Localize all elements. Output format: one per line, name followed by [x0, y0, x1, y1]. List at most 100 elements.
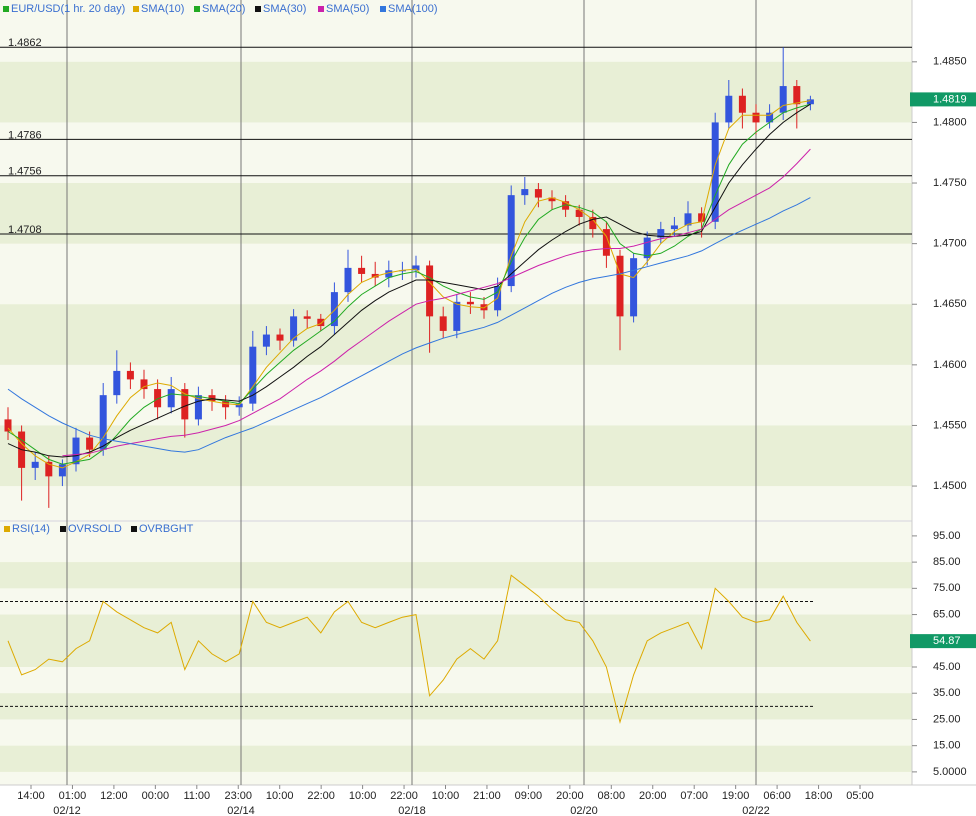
series-line: [62, 148, 811, 457]
x-tick-label: 06:00: [763, 790, 791, 802]
last-value-box: [910, 92, 976, 107]
candle-body: [630, 258, 638, 317]
candle-body: [45, 461, 53, 477]
x-tick-label: 19:00: [722, 790, 750, 802]
candle-body: [657, 229, 665, 238]
candle-body: [4, 419, 12, 432]
x-tick-label: 05:00: [846, 790, 874, 802]
candle-body: [779, 86, 787, 113]
x-tick-label: 20:00: [556, 790, 584, 802]
legend-swatch: [318, 6, 324, 12]
legend-label: RSI(14): [12, 523, 50, 535]
candle-body: [684, 213, 692, 226]
candle-body: [58, 464, 66, 477]
legend-label: SMA(20): [202, 3, 245, 15]
candle-body: [521, 189, 529, 196]
candle-body: [72, 437, 80, 465]
candle-body: [167, 389, 175, 408]
y-tick-label: 1.4800: [933, 116, 967, 128]
candle-body: [412, 265, 420, 271]
legend-swatch: [133, 6, 139, 12]
grid-band: [0, 562, 912, 589]
legend-swatch: [3, 6, 9, 12]
candle-body: [385, 270, 393, 278]
x-tick-label: 10:00: [349, 790, 377, 802]
candle-body: [507, 195, 515, 287]
candle-body: [562, 201, 570, 210]
candle-body: [670, 225, 678, 230]
grid-band: [0, 614, 912, 668]
level-label: 1.4862: [8, 37, 42, 49]
y-tick-label: 1.4700: [933, 238, 967, 250]
last-value-label: 1.4819: [933, 93, 967, 105]
candle-body: [534, 189, 542, 198]
grid-band: [0, 425, 912, 487]
y-tick-label: 1.4750: [933, 177, 967, 189]
last-value-box: [910, 634, 976, 649]
y-tick-label: 45.00: [933, 661, 961, 673]
legend-label: SMA(100): [388, 3, 438, 15]
legend-label: OVRBGHT: [139, 523, 194, 535]
last-value-label: 54.87: [933, 635, 961, 647]
grid-band: [0, 183, 912, 244]
x-tick-label: 21:00: [473, 790, 501, 802]
date-label: 02/18: [398, 805, 426, 816]
y-tick-label: 1.4600: [933, 359, 967, 371]
y-tick-label: 75.00: [933, 582, 961, 594]
date-label: 02/22: [742, 805, 770, 816]
y-tick-label: 85.00: [933, 556, 961, 568]
x-tick-label: 11:00: [183, 790, 210, 802]
candle-body: [276, 334, 284, 341]
series-line: [7, 574, 811, 725]
y-tick-label: 1.4500: [933, 480, 967, 492]
legend-swatch: [255, 6, 261, 12]
legend-label: OVRSOLD: [68, 523, 122, 535]
legend-label: SMA(50): [326, 3, 369, 15]
candle-body: [303, 316, 311, 319]
y-tick-label: 95.00: [933, 530, 961, 542]
candle-body: [140, 379, 148, 390]
candle-body: [806, 99, 814, 105]
x-tick-label: 09:00: [515, 790, 543, 802]
y-tick-label: 35.00: [933, 687, 961, 699]
candle-body: [99, 395, 107, 450]
x-tick-label: 22:00: [307, 790, 335, 802]
candle-body: [738, 95, 746, 113]
candle-body: [154, 389, 162, 408]
level-label: 1.4786: [8, 129, 42, 141]
candle-body: [426, 265, 434, 317]
x-tick-label: 10:00: [432, 790, 460, 802]
series-line: [7, 103, 811, 465]
candle-body: [453, 301, 461, 331]
candle-body: [235, 403, 243, 408]
grid-band: [0, 745, 912, 772]
legend-swatch: [380, 6, 386, 12]
candle-body: [616, 255, 624, 317]
x-tick-label: 22:00: [390, 790, 418, 802]
y-tick-label: 5.0000: [933, 766, 967, 778]
candle-body: [330, 292, 338, 327]
candle-body: [290, 316, 298, 341]
y-tick-label: 65.00: [933, 608, 961, 620]
legend-swatch: [60, 526, 66, 532]
y-tick-label: 1.4550: [933, 419, 967, 431]
candle-body: [711, 122, 719, 222]
candle-body: [222, 401, 230, 408]
candle-body: [602, 229, 610, 256]
y-tick-label: 15.00: [933, 740, 961, 752]
x-tick-label: 12:00: [100, 790, 128, 802]
x-tick-label: 18:00: [805, 790, 833, 802]
candle-body: [317, 318, 325, 327]
candle-body: [766, 112, 774, 123]
grid-band: [0, 61, 912, 123]
candle-body: [249, 346, 257, 404]
legend-swatch: [131, 526, 137, 532]
date-label: 02/14: [227, 805, 255, 816]
date-label: 02/20: [570, 805, 598, 816]
x-tick-label: 01:00: [59, 790, 87, 802]
x-tick-label: 23:00: [224, 790, 252, 802]
y-tick-label: 1.4650: [933, 298, 967, 310]
candle-body: [262, 334, 270, 347]
candle-body: [86, 437, 94, 450]
